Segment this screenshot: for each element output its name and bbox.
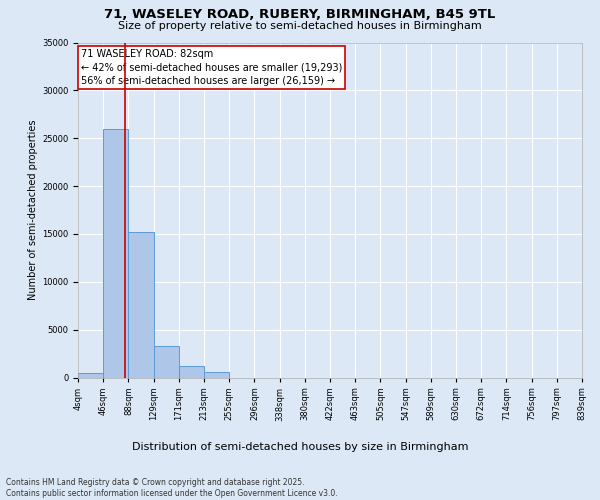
Bar (154, 346, 179, 378)
Bar (179, 366, 204, 378)
Bar (78, 372, 103, 378)
Text: 71, WASELEY ROAD, RUBERY, BIRMINGHAM, B45 9TL: 71, WASELEY ROAD, RUBERY, BIRMINGHAM, B4… (104, 8, 496, 20)
Text: Distribution of semi-detached houses by size in Birmingham: Distribution of semi-detached houses by … (132, 442, 468, 452)
Bar (128, 232, 154, 378)
Y-axis label: Number of semi-detached properties: Number of semi-detached properties (28, 120, 38, 300)
Text: 71 WASELEY ROAD: 82sqm
← 42% of semi-detached houses are smaller (19,293)
56% of: 71 WASELEY ROAD: 82sqm ← 42% of semi-det… (80, 49, 342, 86)
Text: Size of property relative to semi-detached houses in Birmingham: Size of property relative to semi-detach… (118, 21, 482, 31)
Text: Contains HM Land Registry data © Crown copyright and database right 2025.
Contai: Contains HM Land Registry data © Crown c… (6, 478, 338, 498)
Bar (204, 372, 229, 378)
Bar (103, 128, 128, 378)
